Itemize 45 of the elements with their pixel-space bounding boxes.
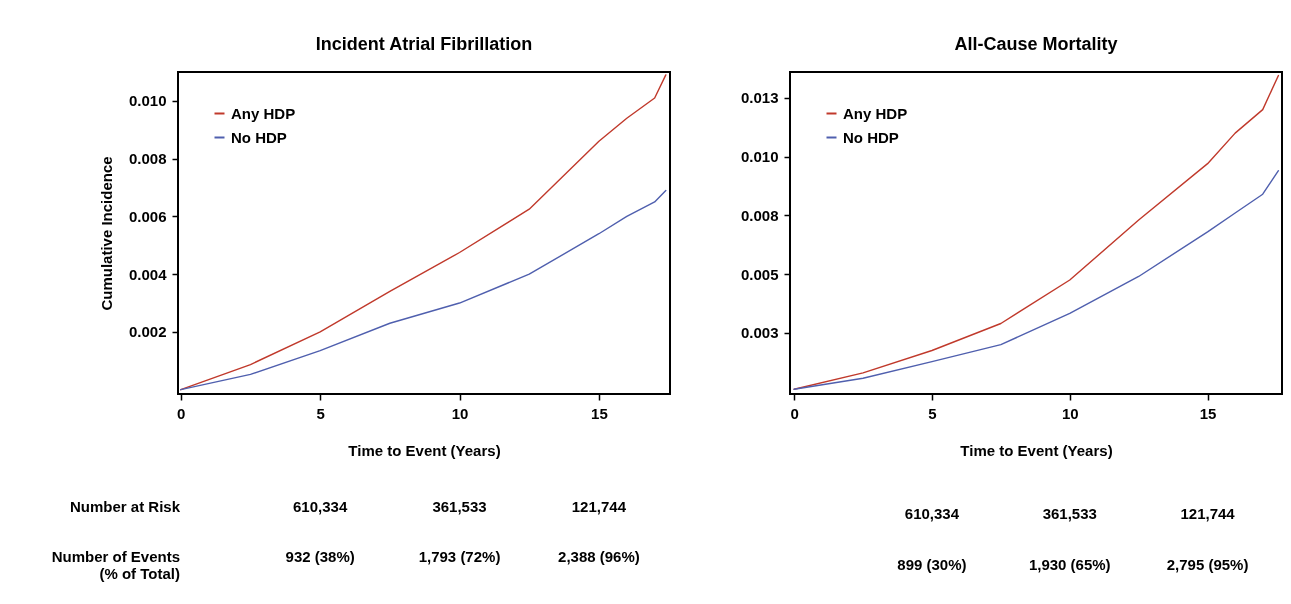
- y-tick-label: 0.006: [128, 207, 167, 225]
- text: 121,744: [570, 498, 627, 515]
- text: Number at Risk: [68, 498, 180, 515]
- text: 1,930 (65%): [1027, 556, 1112, 573]
- text: 2,795 (95%): [1165, 556, 1250, 573]
- text: 361,533: [431, 498, 488, 515]
- y-tick-label: 0.008: [128, 150, 167, 168]
- legend-label: No HDP: [843, 128, 899, 146]
- text: 610,334: [292, 498, 349, 515]
- x-tick-label: 10: [451, 404, 469, 422]
- x-axis-title: Time to Event (Years): [960, 441, 1113, 459]
- y-tick-label: 0.002: [128, 323, 167, 341]
- x-tick-label: 15: [1199, 404, 1217, 422]
- y-tick-label: 0.010: [128, 92, 167, 110]
- text: 899 (30%): [896, 556, 968, 573]
- text: 2,388 (96%): [557, 548, 641, 565]
- y-tick-label: 0.010: [740, 148, 779, 166]
- y-tick-label: 0.004: [128, 265, 168, 283]
- text: 121,744: [1179, 505, 1236, 522]
- x-tick-label: 0: [790, 404, 799, 422]
- legend-label: No HDP: [231, 128, 287, 146]
- chart-title: Incident Atrial Fibrillation: [315, 34, 533, 54]
- x-tick-label: 15: [591, 404, 608, 422]
- x-axis-title: Time to Event (Years): [348, 441, 501, 459]
- line-series: [180, 189, 667, 391]
- line-series: [180, 74, 667, 391]
- x-tick-label: 5: [316, 404, 325, 422]
- legend-label: Any HDP: [231, 104, 296, 122]
- text: 361,533: [1041, 505, 1098, 522]
- x-tick-label: 0: [177, 404, 186, 422]
- y-axis-title: Cumulative Incidence: [97, 156, 115, 311]
- line-series: [793, 170, 1280, 390]
- text: 610,334: [903, 505, 961, 522]
- legend-label: Any HDP: [843, 104, 908, 122]
- text: 932 (38%): [284, 548, 356, 565]
- y-tick-label: 0.013: [740, 89, 779, 107]
- x-tick-label: 10: [1061, 404, 1079, 422]
- y-tick-label: 0.008: [740, 206, 779, 224]
- y-tick-label: 0.003: [740, 324, 779, 342]
- x-tick-label: 5: [928, 404, 937, 422]
- chart-title: All-Cause Mortality: [954, 34, 1118, 54]
- text: Number of Events (% of Total): [50, 548, 180, 582]
- y-tick-label: 0.005: [740, 265, 779, 283]
- text: 1,793 (72%): [417, 548, 502, 565]
- line-series: [793, 74, 1280, 390]
